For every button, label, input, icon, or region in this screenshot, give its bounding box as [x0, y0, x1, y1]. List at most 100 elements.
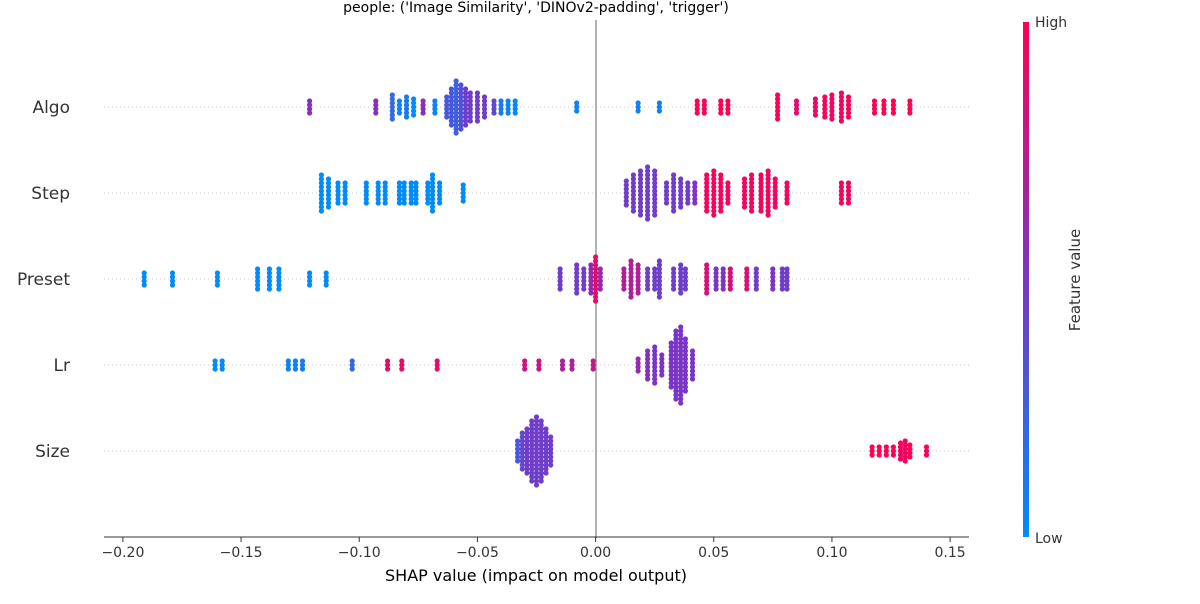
shap-point [536, 366, 542, 372]
shap-point [668, 356, 674, 362]
shap-point [538, 422, 544, 428]
shap-point [437, 180, 443, 186]
shap-point [458, 98, 464, 104]
shap-point [401, 200, 407, 206]
shap-point [637, 168, 644, 174]
shap-point [656, 278, 663, 284]
shap-point [923, 452, 930, 458]
shap-point [838, 106, 845, 112]
shap-point [725, 200, 731, 206]
shap-point [318, 180, 324, 186]
shap-point [597, 286, 603, 292]
shap-point [673, 364, 679, 370]
x-axis-label: SHAP value (impact on model output) [385, 566, 687, 585]
shap-point [652, 356, 658, 362]
colorbar-gradient [1023, 22, 1029, 537]
shap-point [744, 274, 750, 280]
shap-point [524, 470, 530, 476]
shap-point [448, 122, 454, 128]
shap-point [533, 442, 540, 448]
shap-point [411, 100, 417, 106]
shap-point [671, 266, 677, 272]
shap-point [628, 286, 634, 292]
shap-point [845, 180, 852, 186]
shap-point [593, 262, 599, 268]
shap-point [593, 254, 599, 260]
shap-point [458, 114, 464, 120]
shap-point [448, 102, 454, 108]
shap-point [845, 98, 852, 104]
shap-point [689, 364, 696, 370]
shap-point [543, 466, 549, 472]
shap-point [645, 172, 651, 178]
shap-point [538, 454, 544, 460]
shap-point [741, 188, 748, 194]
shap-point [538, 434, 544, 440]
shap-point [838, 98, 845, 104]
shap-point [758, 180, 764, 186]
shap-point [420, 102, 426, 108]
shap-point [645, 356, 651, 362]
shap-point [645, 348, 651, 354]
shap-point [741, 176, 748, 182]
shap-point [557, 282, 563, 288]
shap-point [765, 172, 771, 178]
shap-point [663, 188, 670, 194]
shap-point [923, 444, 930, 450]
shap-point [718, 204, 724, 210]
shap-point [876, 444, 882, 450]
shap-point [463, 106, 469, 112]
shap-point [668, 368, 674, 374]
shap-point [897, 440, 904, 446]
shap-point [678, 340, 684, 346]
shap-point [635, 368, 641, 374]
shap-point [382, 188, 388, 194]
shap-point [635, 360, 641, 366]
shap-point [429, 184, 436, 190]
shap-point [169, 282, 176, 288]
shap-point [467, 114, 473, 120]
shap-point [448, 118, 454, 124]
shap-point [481, 110, 488, 116]
shap-point [635, 356, 641, 362]
shap-point [645, 360, 651, 366]
shap-point [758, 172, 764, 178]
shap-point [711, 192, 717, 198]
shap-point [307, 278, 313, 284]
shap-point [682, 278, 689, 284]
shap-point [448, 98, 454, 104]
shap-point [448, 94, 454, 100]
shap-point [543, 470, 549, 476]
shap-point [907, 454, 913, 460]
shap-point [907, 106, 913, 112]
shap-point [389, 112, 395, 118]
shap-point [543, 450, 549, 456]
shap-point [349, 362, 355, 368]
shap-point [845, 110, 852, 116]
shap-point [548, 454, 554, 460]
shap-point [219, 358, 225, 364]
shap-point [678, 282, 684, 288]
shap-point [652, 176, 658, 182]
shap-point [307, 102, 313, 108]
shap-point [876, 452, 882, 458]
shap-point [408, 196, 414, 202]
shap-point [307, 110, 313, 116]
shap-point [678, 356, 684, 362]
shap-point [678, 184, 684, 190]
shap-point [784, 286, 790, 292]
shap-point [342, 196, 348, 202]
shap-point [652, 200, 658, 206]
shap-point [678, 290, 684, 296]
shap-point [711, 200, 717, 206]
shap-point [637, 200, 644, 206]
shap-point [720, 286, 726, 292]
shap-point [548, 450, 554, 456]
shap-point [779, 282, 785, 288]
shap-point [678, 176, 684, 182]
shap-point [838, 110, 845, 116]
shap-point [822, 102, 828, 108]
shap-point [753, 286, 759, 292]
shap-point [902, 450, 908, 456]
shap-point [519, 442, 525, 448]
